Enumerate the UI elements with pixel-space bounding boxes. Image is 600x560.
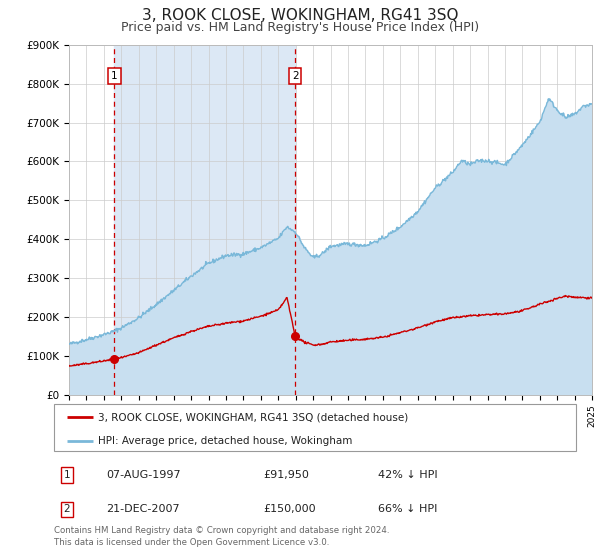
FancyBboxPatch shape xyxy=(54,404,576,451)
Text: HPI: Average price, detached house, Wokingham: HPI: Average price, detached house, Woki… xyxy=(98,436,353,446)
Text: Price paid vs. HM Land Registry's House Price Index (HPI): Price paid vs. HM Land Registry's House … xyxy=(121,21,479,34)
Text: Contains HM Land Registry data © Crown copyright and database right 2024.
This d: Contains HM Land Registry data © Crown c… xyxy=(54,526,389,547)
Text: 1: 1 xyxy=(64,470,70,480)
Text: 3, ROOK CLOSE, WOKINGHAM, RG41 3SQ: 3, ROOK CLOSE, WOKINGHAM, RG41 3SQ xyxy=(142,8,458,24)
Text: £91,950: £91,950 xyxy=(263,470,308,480)
Text: 2: 2 xyxy=(292,71,299,81)
Text: 1: 1 xyxy=(111,71,118,81)
Text: 42% ↓ HPI: 42% ↓ HPI xyxy=(377,470,437,480)
Text: 2: 2 xyxy=(64,505,70,515)
Text: 07-AUG-1997: 07-AUG-1997 xyxy=(106,470,181,480)
Text: £150,000: £150,000 xyxy=(263,505,316,515)
Bar xyxy=(115,45,295,395)
Text: 21-DEC-2007: 21-DEC-2007 xyxy=(106,505,180,515)
Text: 3, ROOK CLOSE, WOKINGHAM, RG41 3SQ (detached house): 3, ROOK CLOSE, WOKINGHAM, RG41 3SQ (deta… xyxy=(98,412,409,422)
Text: 66% ↓ HPI: 66% ↓ HPI xyxy=(377,505,437,515)
